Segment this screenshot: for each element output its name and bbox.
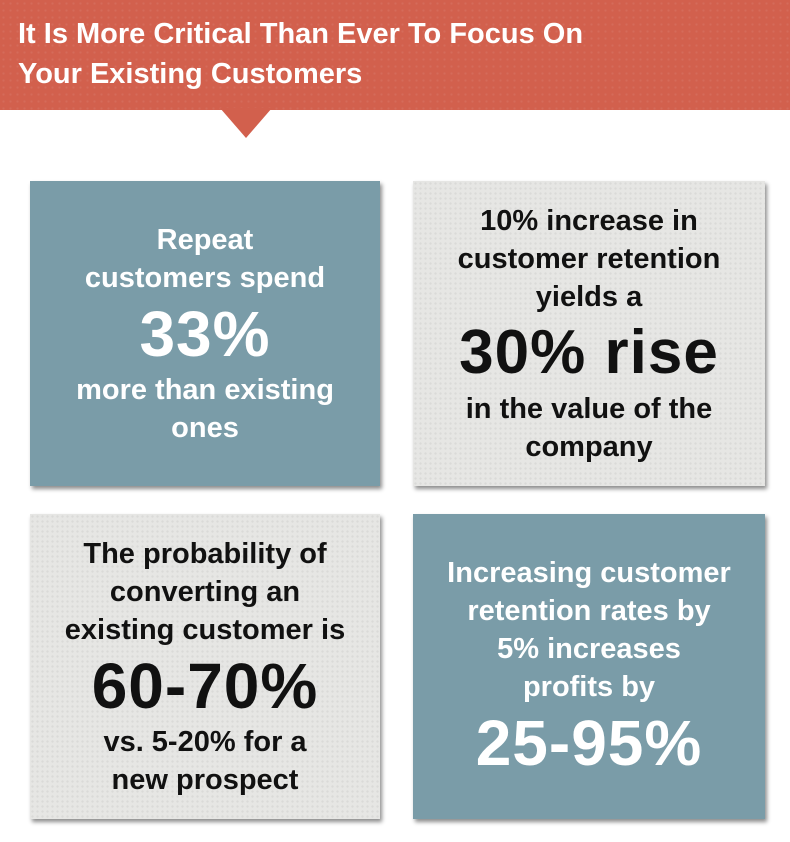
card-stat: 25-95% [475, 706, 703, 779]
card-text: The probability of [83, 537, 327, 570]
card-text: vs. 5-20% for a [103, 725, 307, 758]
card-text: existing customer is [64, 613, 346, 646]
card-text: converting an [109, 575, 301, 608]
stat-card-retention-profits: Increasing customer retention rates by 5… [413, 514, 765, 819]
card-stat: 30% rise [459, 317, 719, 387]
card-text: Repeat [156, 223, 254, 256]
banner-title-line-1: It Is More Critical Than Ever To Focus O… [18, 18, 584, 50]
card-stat: 33% [139, 297, 271, 370]
card-text: 10% increase in [480, 204, 698, 237]
stat-card-repeat-customers: Repeat customers spend 33% more than exi… [30, 181, 380, 486]
card-text: 5% increases [497, 632, 681, 665]
card-text: in the value of the [465, 392, 713, 425]
card-text: profits by [522, 670, 656, 703]
card-text: ones [171, 411, 239, 444]
banner-title: It Is More Critical Than Ever To Focus O… [18, 14, 778, 94]
card-text: Increasing customer [447, 556, 731, 589]
card-text: customer retention [457, 242, 721, 275]
card-text: yields a [535, 280, 643, 313]
card-text: more than existing [76, 373, 334, 406]
stat-card-retention-value: 10% increase in customer retention yield… [413, 181, 765, 486]
card-stat: 60-70% [91, 649, 319, 722]
banner-pointer [220, 108, 272, 138]
banner-title-line-2: Your Existing Customers [18, 58, 363, 90]
card-text: new prospect [111, 763, 299, 796]
card-text: retention rates by [467, 594, 711, 627]
card-text: company [525, 430, 653, 463]
card-text: customers spend [84, 261, 326, 294]
stat-card-conversion-probability: The probability of converting an existin… [30, 514, 380, 819]
title-banner: It Is More Critical Than Ever To Focus O… [0, 0, 790, 110]
